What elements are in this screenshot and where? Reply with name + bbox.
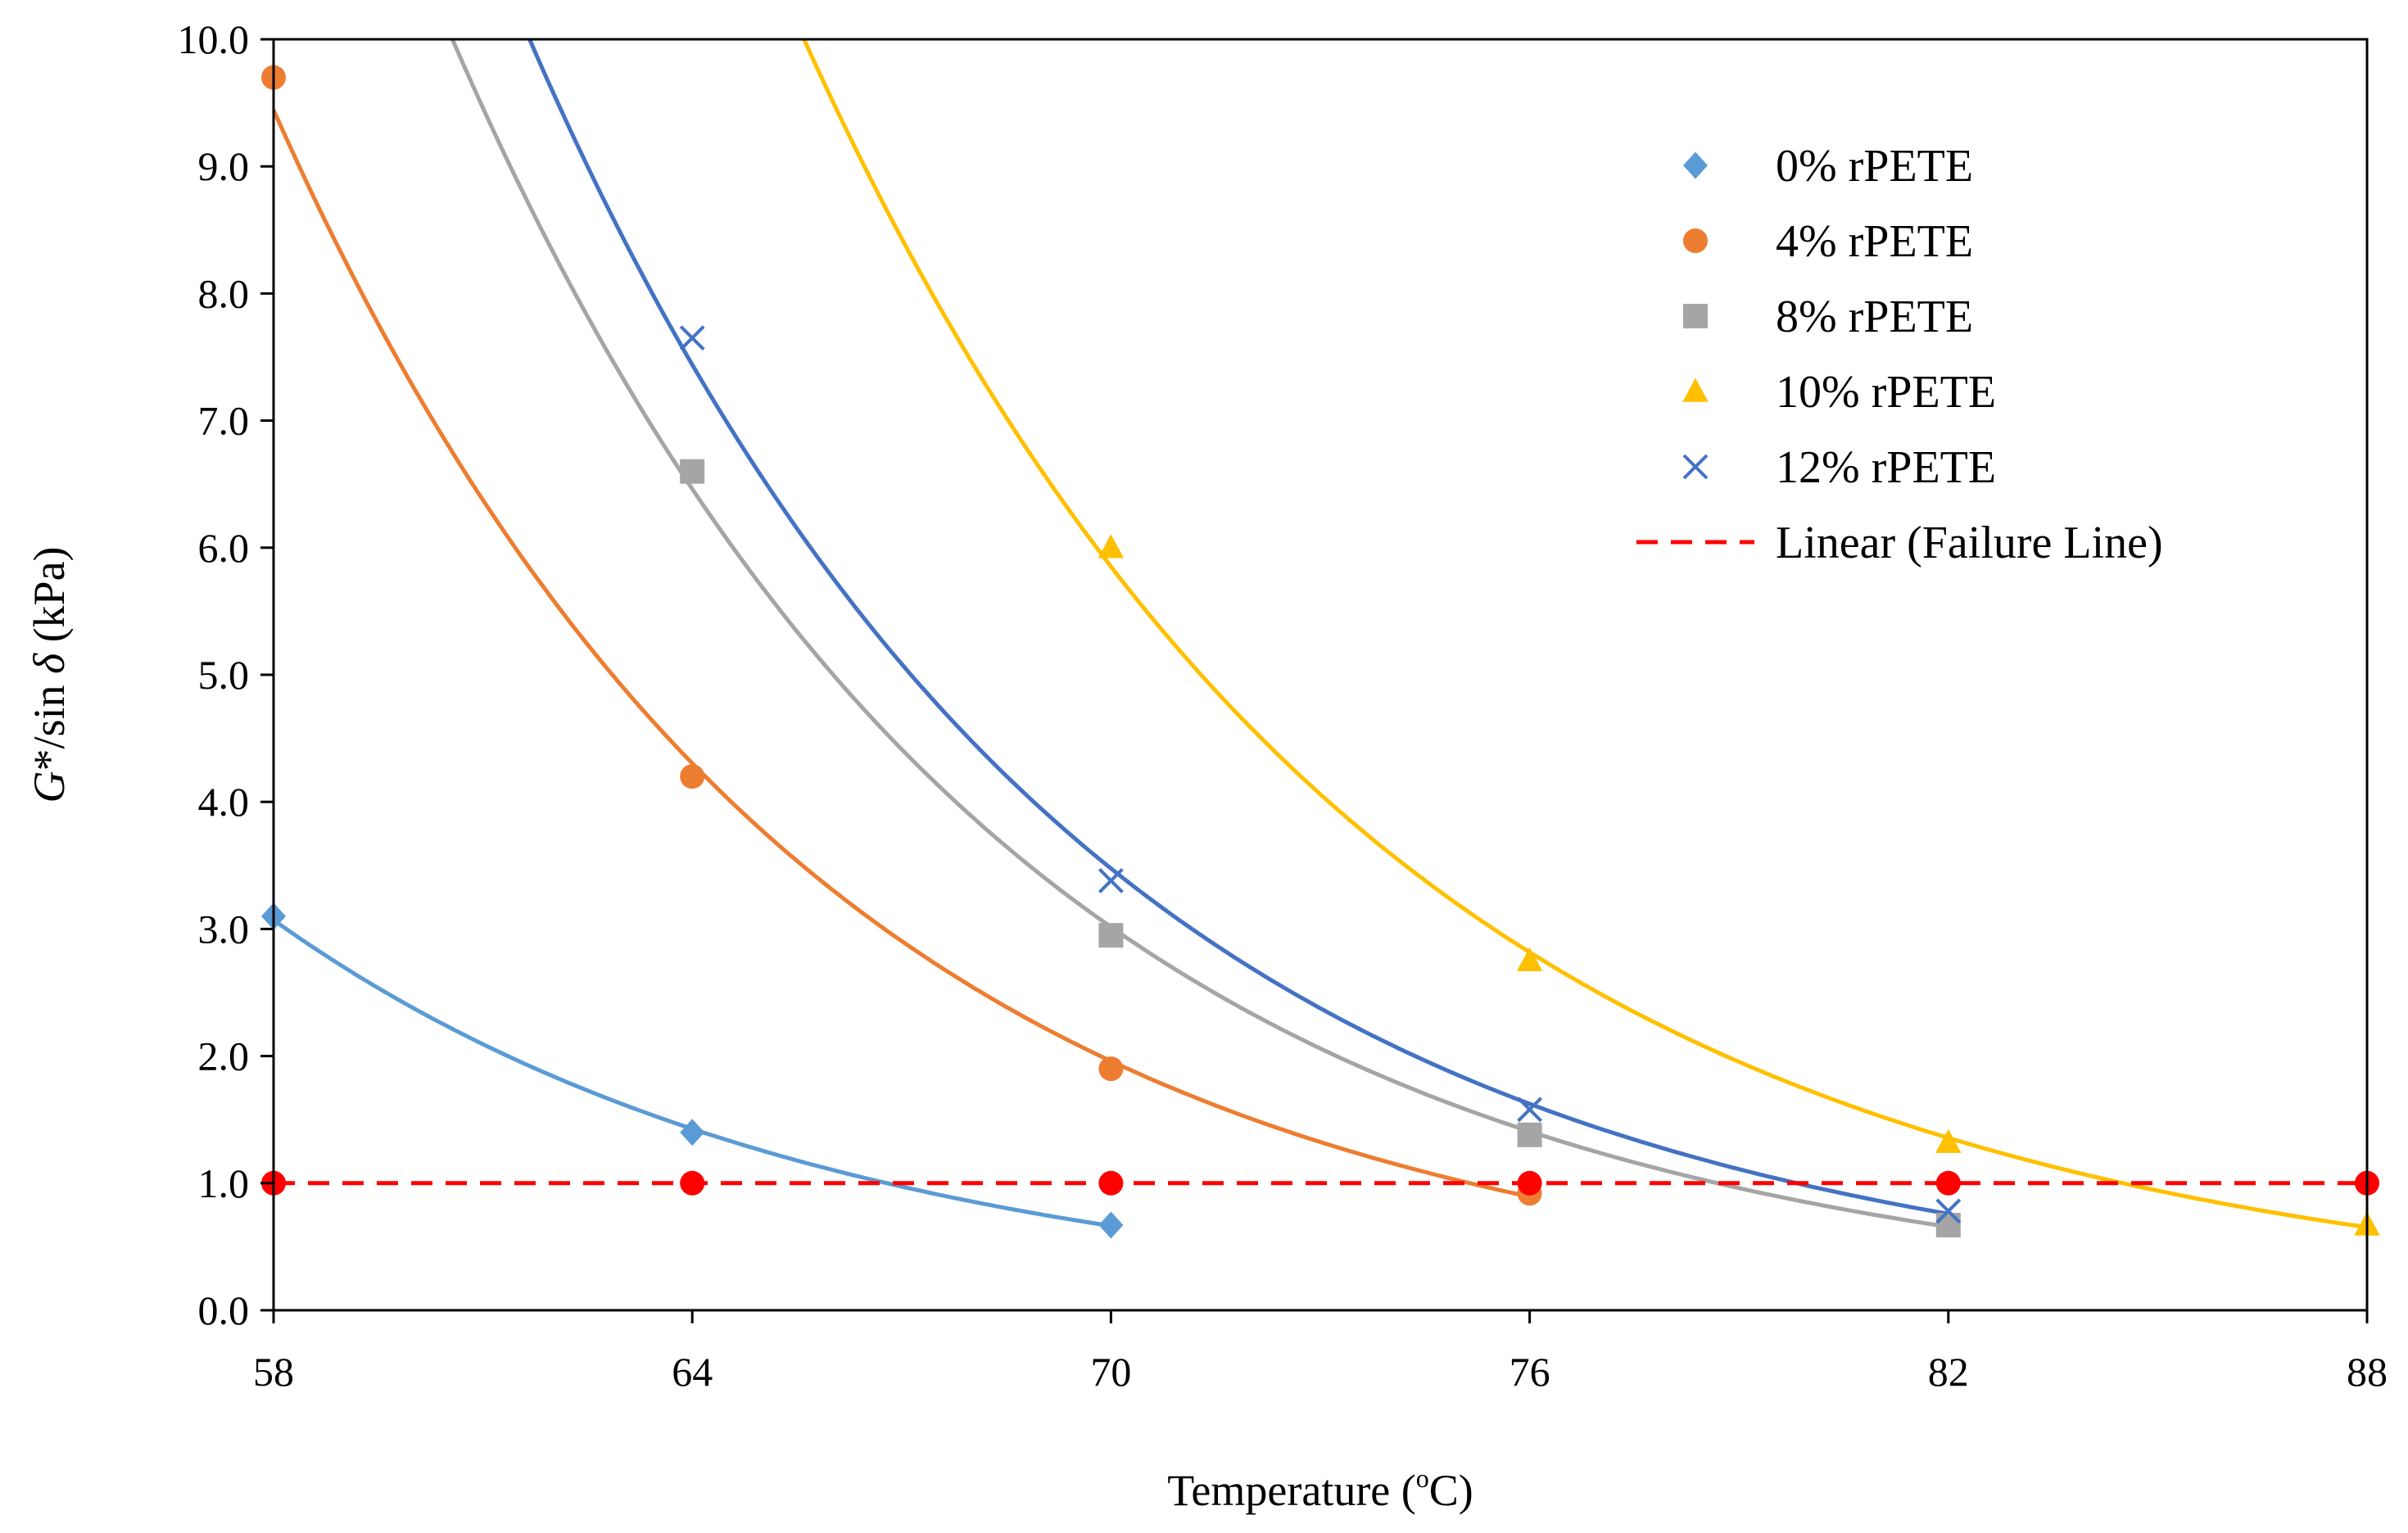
legend-label-0-rpete: 0% rPETE	[1776, 141, 1973, 192]
trendline-10-rpete	[801, 39, 2367, 1230]
y-tick-label: 4.0	[198, 779, 250, 825]
data-point-failure-line	[680, 1170, 705, 1196]
data-point-failure-line	[1098, 1170, 1124, 1196]
data-point-10-rpete	[1935, 1128, 1962, 1153]
data-point-10-rpete	[1098, 534, 1125, 558]
data-point-12-rpete	[1517, 1097, 1543, 1123]
x-tick-label: 70	[1090, 1349, 1131, 1395]
data-point-12-rpete	[1935, 1198, 1962, 1224]
data-point-8-rpete	[1517, 1122, 1542, 1147]
legend-marker-12-rpete	[1682, 454, 1709, 480]
y-tick-label: 0.0	[198, 1287, 250, 1333]
legend-marker-4-rpete	[1683, 228, 1708, 253]
trendline-12-rpete	[527, 39, 1949, 1216]
x-tick-label: 88	[2347, 1349, 2388, 1395]
trendlines	[274, 39, 2367, 1230]
legend-marker-0-rpete	[1683, 151, 1708, 179]
y-tick-label: 9.0	[198, 143, 250, 189]
y-axis-title: G*/sin δ (kPa)	[25, 546, 74, 803]
data-point-8-rpete	[1098, 923, 1124, 948]
y-tick-label: 2.0	[198, 1033, 250, 1079]
data-point-failure-line	[1935, 1170, 1961, 1196]
legend: 0% rPETE 4% rPETE 8% rPETE 10% rPETE 12% rPE…	[1636, 141, 2163, 568]
y-tick-label: 3.0	[198, 906, 250, 952]
data-point-0-rpete	[1098, 1211, 1124, 1239]
y-tick-label: 5.0	[198, 652, 250, 698]
y-axis: 0.0 1.0 2.0 3.0 4.0 5.0 6.0 7.0 8.0 9.0 10.0	[178, 16, 274, 1333]
legend-label-linear-failure-line: Linear (Failure Line)	[1776, 518, 2163, 568]
data-point-10-rpete	[1516, 947, 1543, 971]
x-tick-label: 76	[1510, 1349, 1550, 1395]
trendline-4-rpete	[274, 109, 1531, 1199]
legend-label-10-rpete: 10% rPETE	[1776, 367, 1996, 418]
y-tick-label: 1.0	[198, 1160, 250, 1206]
data-point-8-rpete	[1935, 1213, 1961, 1238]
y-tick-label: 8.0	[198, 270, 250, 316]
y-tick-label: 6.0	[198, 525, 250, 571]
data-point-12-rpete	[679, 325, 705, 351]
x-tick-label: 64	[672, 1349, 713, 1395]
y-tick-label: 7.0	[198, 398, 250, 444]
legend-marker-8-rpete	[1683, 304, 1708, 328]
x-axis: 58 64 70 76 82 88	[253, 1310, 2388, 1395]
legend-label-8-rpete: 8% rPETE	[1776, 292, 1973, 342]
data-point-4-rpete	[680, 764, 705, 789]
data-point-0-rpete	[680, 1119, 705, 1146]
x-axis-title: Temperature (oC)	[1167, 1463, 1473, 1515]
legend-label-4-rpete: 4% rPETE	[1776, 216, 1973, 267]
data-markers	[261, 65, 2380, 1239]
legend-label-12-rpete: 12% rPETE	[1776, 442, 1996, 493]
data-point-4-rpete	[1098, 1056, 1124, 1082]
legend-marker-10-rpete	[1682, 378, 1709, 402]
x-tick-label: 82	[1928, 1349, 1969, 1395]
data-point-8-rpete	[680, 459, 705, 484]
data-point-failure-line	[1517, 1170, 1542, 1196]
trendline-8-rpete	[450, 39, 1949, 1229]
x-tick-label: 58	[253, 1349, 294, 1395]
y-tick-label: 10.0	[178, 16, 250, 62]
data-point-12-rpete	[1098, 868, 1124, 893]
